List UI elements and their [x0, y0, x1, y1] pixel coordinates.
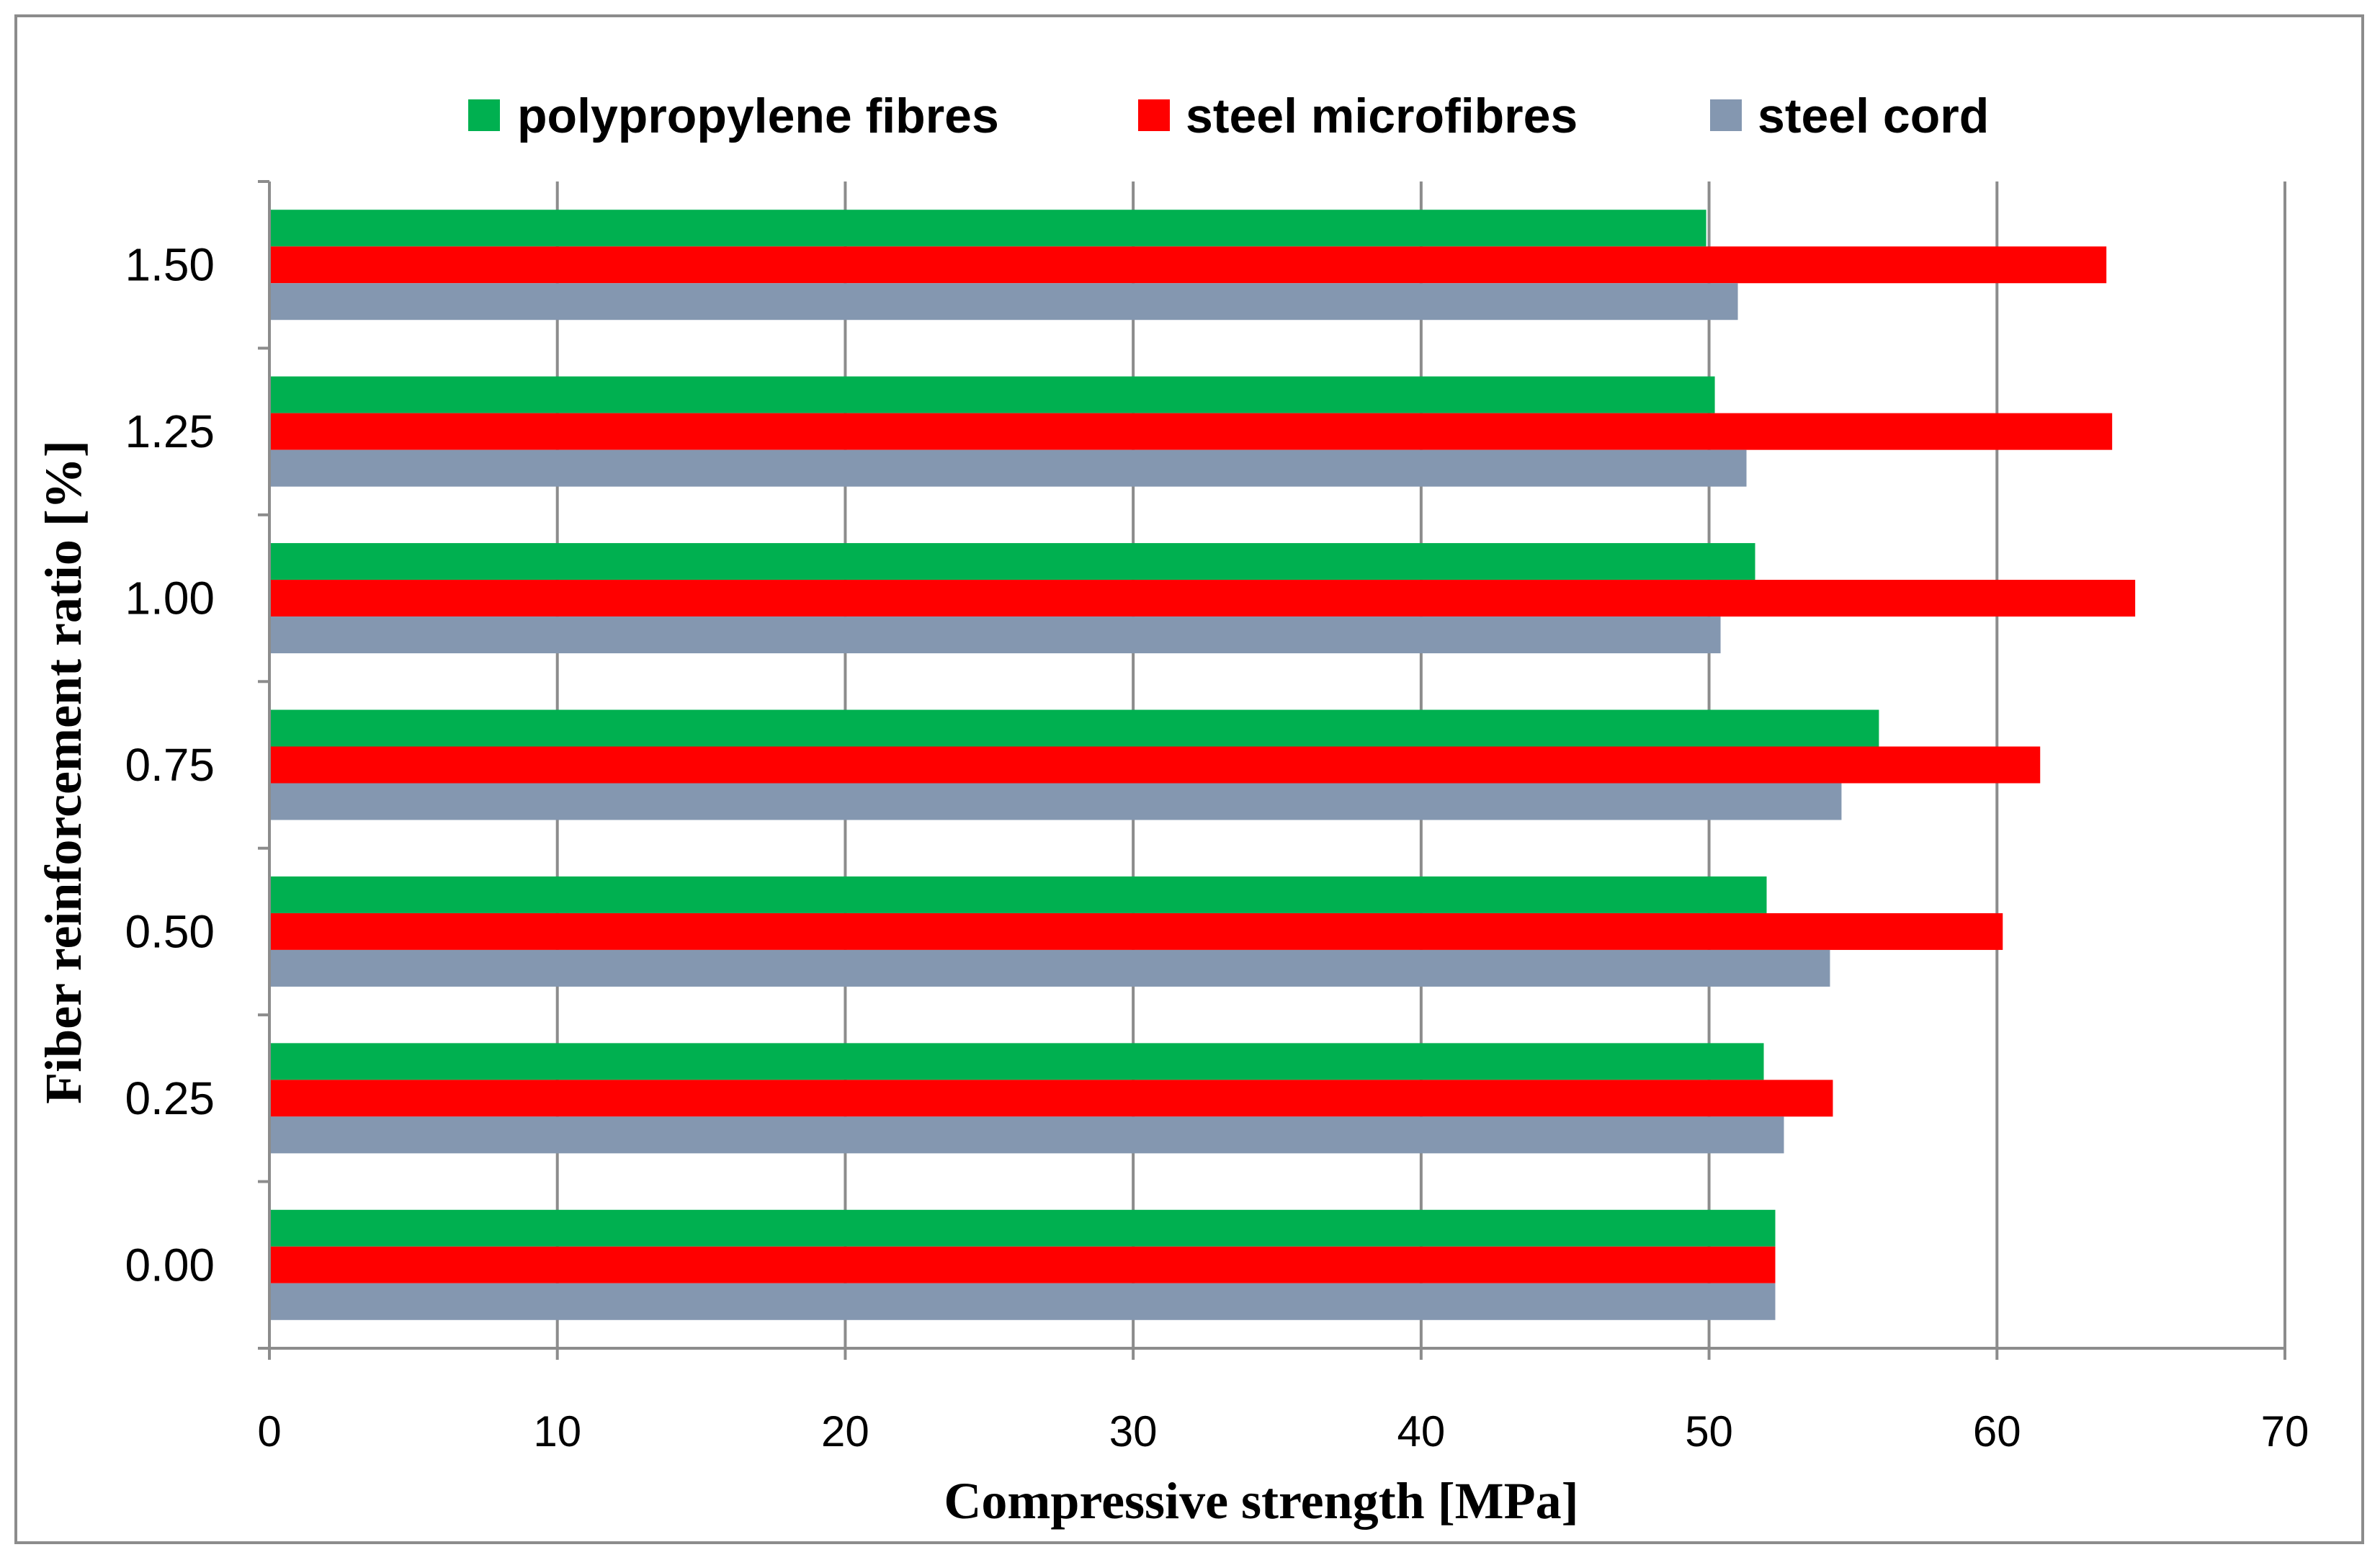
y-tick-label: 1.25 [125, 405, 215, 457]
x-tick-label: 30 [1109, 1407, 1158, 1456]
x-tick-label: 10 [533, 1407, 581, 1456]
x-tick-labels: 0 10 20 30 40 50 60 70 [257, 1407, 2309, 1456]
bars [269, 210, 2136, 1320]
legend-swatch-polypropylene [468, 99, 500, 131]
bar-steel-microfibres-1.50 [269, 246, 2107, 284]
bar-steel-cord-0.75 [269, 783, 1842, 820]
y-tick-labels: 0.00 0.25 0.50 0.75 1.00 1.25 1.50 [125, 239, 215, 1291]
y-tick-label: 1.00 [125, 573, 215, 624]
bar-steel-cord-1.00 [269, 617, 1721, 654]
bar-polypropylene-fibres-0.50 [269, 876, 1767, 913]
bar-steel-microfibres-1.25 [269, 413, 2113, 450]
bar-polypropylene-fibres-1.00 [269, 543, 1755, 580]
x-tick-label: 50 [1685, 1407, 1733, 1456]
bar-steel-microfibres-0.50 [269, 913, 2003, 950]
bar-polypropylene-fibres-0.25 [269, 1043, 1764, 1080]
bar-polypropylene-fibres-1.25 [269, 376, 1715, 413]
y-tick-label: 0.75 [125, 739, 215, 791]
x-tick-label: 70 [2261, 1407, 2309, 1456]
y-axis-title: Fiber reinforcement ratio [%] [35, 440, 92, 1104]
bar-steel-microfibres-0.00 [269, 1246, 1776, 1283]
x-tick-label: 60 [1973, 1407, 2021, 1456]
x-tick-label: 0 [257, 1407, 281, 1456]
y-tick-label: 0.50 [125, 905, 215, 957]
legend-swatch-steel-cord [1710, 99, 1742, 131]
y-tick-label: 1.50 [125, 239, 215, 291]
bar-steel-cord-1.25 [269, 449, 1747, 487]
axes [258, 180, 2286, 1360]
bar-steel-microfibres-0.25 [269, 1080, 1833, 1117]
bar-steel-microfibres-1.00 [269, 580, 2136, 617]
legend-label-steel-microfibres: steel microfibres [1186, 89, 1578, 143]
bar-steel-microfibres-0.75 [269, 746, 2041, 784]
legend-label-steel-cord: steel cord [1758, 89, 1989, 143]
y-tick-label: 0.00 [125, 1239, 215, 1291]
legend-label-polypropylene: polypropylene fibres [517, 89, 999, 143]
y-tick-label: 0.25 [125, 1072, 215, 1124]
x-tick-label: 40 [1397, 1407, 1445, 1456]
bar-steel-cord-0.50 [269, 949, 1830, 987]
legend: polypropylene fibres steel microfibres s… [468, 89, 1989, 143]
x-tick-label: 20 [821, 1407, 869, 1456]
x-axis-title: Compressive strength [MPa] [944, 1472, 1578, 1530]
bar-steel-cord-0.00 [269, 1283, 1776, 1320]
legend-swatch-steel-microfibres [1138, 99, 1170, 131]
bar-steel-cord-0.25 [269, 1116, 1784, 1154]
bar-steel-cord-1.50 [269, 283, 1738, 320]
bar-polypropylene-fibres-1.50 [269, 210, 1706, 247]
bar-polypropylene-fibres-0.75 [269, 709, 1879, 747]
bar-polypropylene-fibres-0.00 [269, 1209, 1776, 1247]
